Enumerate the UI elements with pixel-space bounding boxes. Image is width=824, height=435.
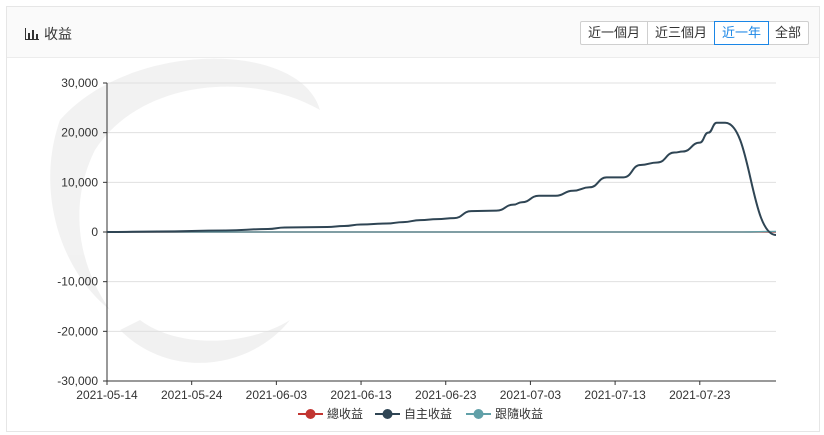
x-tick-label: 2021-06-23 [415, 388, 477, 402]
y-tick-label: -30,000 [57, 374, 98, 388]
legend-marker [473, 409, 484, 419]
x-tick-label: 2021-06-03 [246, 388, 308, 402]
x-tick-label: 2021-05-14 [76, 388, 138, 402]
legend-marker [382, 409, 393, 419]
x-tick-label: 2021-07-23 [669, 388, 731, 402]
panel-title: 收益 [25, 24, 72, 44]
legend-label: 總收益 [327, 406, 363, 421]
legend-label: 自主收益 [404, 407, 452, 421]
y-tick-label: 30,000 [61, 76, 98, 90]
range-button-1m[interactable]: 近一個月 [581, 22, 648, 44]
watermark-logo [50, 58, 320, 363]
range-button-all[interactable]: 全部 [774, 25, 801, 40]
legend-item-1: 總收益 [298, 406, 363, 421]
series-line-2 [106, 121, 777, 236]
legend-marker [305, 409, 316, 419]
revenue-panel: 收益 近一個月 近三個月 近一年 全部 [6, 6, 820, 432]
range-selector: 近一個月 近三個月 近一年 全部 [579, 21, 809, 45]
bar-chart-icon [25, 28, 39, 40]
y-tick-label: 0 [91, 225, 98, 239]
legend-item-2: 自主收益 [375, 407, 452, 421]
x-tick-label: 2021-07-13 [584, 388, 646, 402]
x-tick-label: 2021-06-13 [330, 388, 392, 402]
legend-item-3: 跟隨收益 [466, 406, 543, 421]
y-tick-label: 10,000 [61, 175, 98, 189]
y-tick-label: -20,000 [57, 324, 98, 338]
x-tick-label: 2021-07-03 [500, 388, 562, 402]
panel-header: 收益 近一個月 近三個月 近一年 全部 [7, 7, 819, 58]
y-tick-label: -10,000 [57, 275, 98, 289]
legend-label: 跟隨收益 [495, 406, 543, 421]
y-tick-label: 20,000 [61, 126, 98, 140]
panel-title-text: 收益 [44, 26, 72, 42]
x-tick-label: 2021-05-24 [161, 388, 223, 402]
range-button-1y[interactable]: 近一年 [713, 21, 769, 45]
